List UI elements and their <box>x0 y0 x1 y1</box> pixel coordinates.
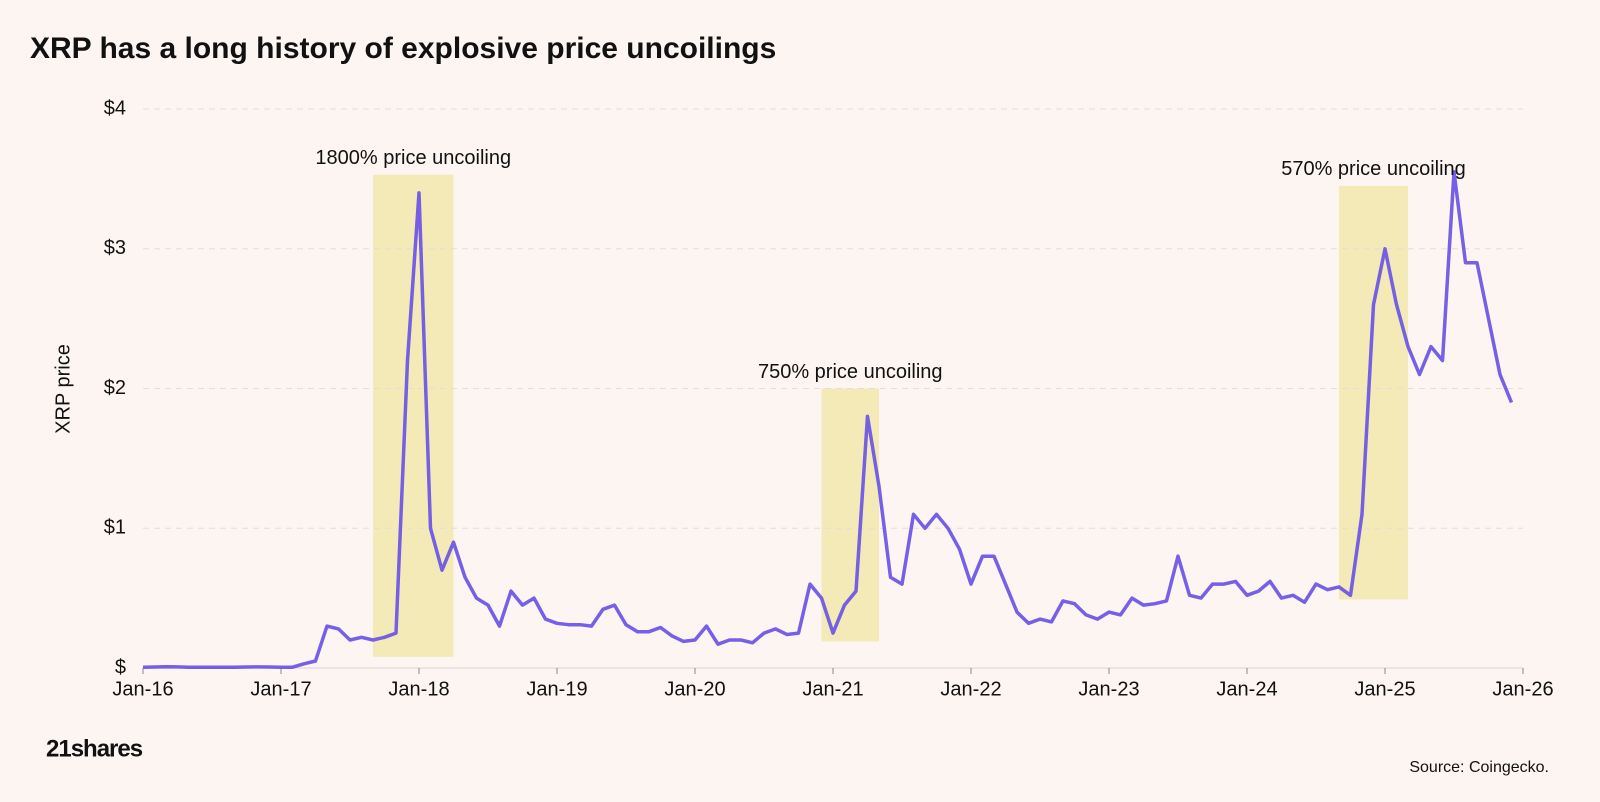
brand-logo: 21shares <box>46 735 143 762</box>
y-axis-label: XRP price <box>52 344 74 434</box>
annotation: 1800% price uncoiling <box>315 147 511 169</box>
x-tick-label: Jan-21 <box>802 678 863 700</box>
x-tick-label: Jan-22 <box>940 678 1001 700</box>
annotation: 570% price uncoiling <box>1281 158 1466 180</box>
x-tick-label: Jan-16 <box>112 678 173 700</box>
x-tick-label: Jan-24 <box>1216 678 1277 700</box>
x-tick-label: Jan-25 <box>1354 678 1415 700</box>
y-tick-label: $2 <box>104 377 126 399</box>
x-tick-label: Jan-17 <box>250 678 311 700</box>
annotation: 750% price uncoiling <box>758 361 943 383</box>
y-tick-label: $3 <box>104 237 126 259</box>
y-tick-label: $1 <box>104 517 126 539</box>
x-tick-label: Jan-26 <box>1492 678 1553 700</box>
source-note: Source: Coingecko. <box>1409 759 1549 776</box>
x-tick-label: Jan-19 <box>526 678 587 700</box>
x-tick-label: Jan-23 <box>1078 678 1139 700</box>
chart-title: XRP has a long history of explosive pric… <box>30 32 776 65</box>
highlight-band <box>1339 185 1408 600</box>
y-tick-label: $4 <box>104 97 126 119</box>
price-line <box>142 170 1514 669</box>
x-tick-label: Jan-18 <box>388 678 449 700</box>
x-tick-label: Jan-20 <box>664 678 725 700</box>
highlight-band <box>373 174 454 657</box>
y-tick-label: $ <box>115 656 126 678</box>
